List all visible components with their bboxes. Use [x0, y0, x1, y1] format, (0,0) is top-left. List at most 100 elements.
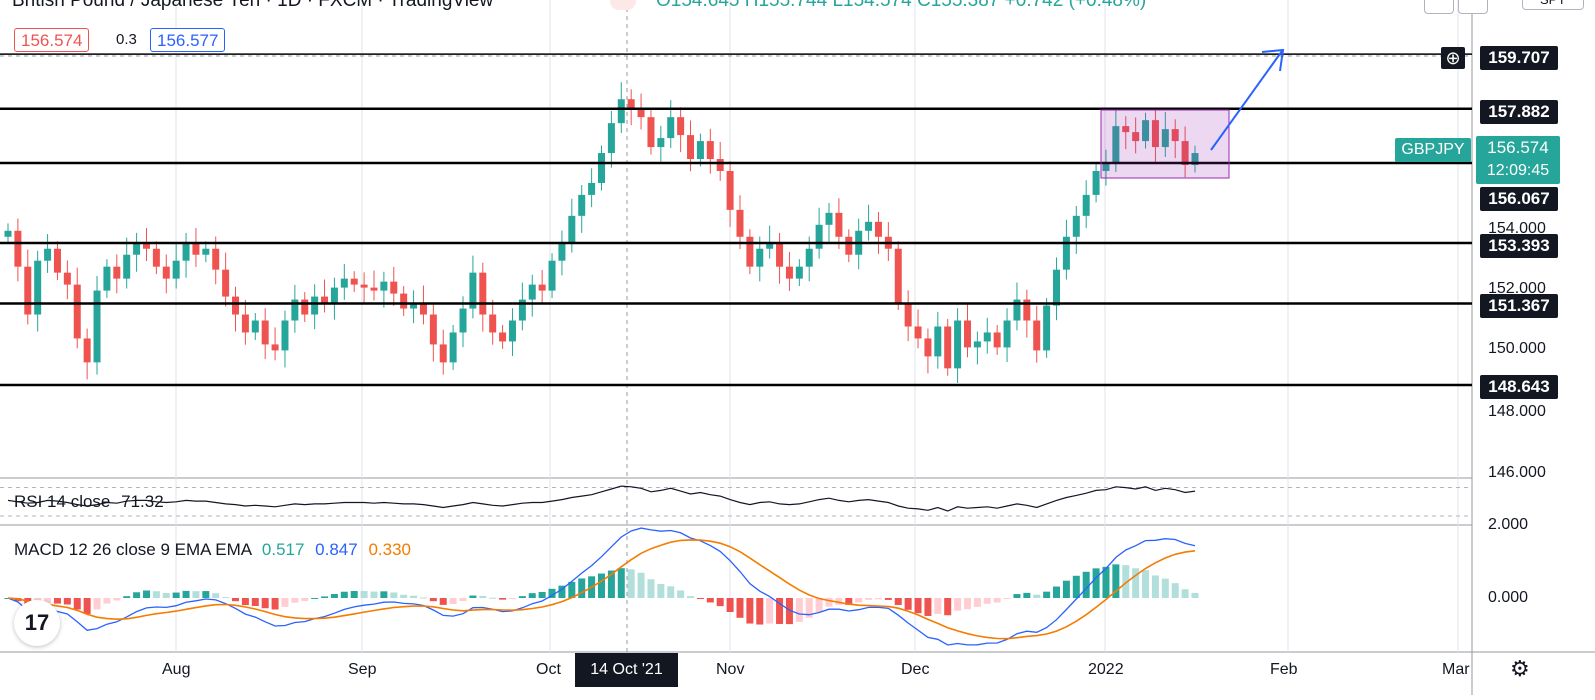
macd-legend[interactable]: MACD 12 26 close 9 EMA EMA 0.517 0.847 0… [14, 540, 411, 560]
macd-line [7, 527, 1196, 646]
candle-body [637, 108, 645, 118]
candle-body [291, 299, 299, 321]
macd-histogram-bar [746, 598, 754, 624]
candle-body [1191, 153, 1199, 166]
candle-body [1102, 162, 1110, 171]
macd-histogram-bar [825, 598, 833, 607]
candle-body [973, 341, 981, 348]
macd-histogram-bar [904, 598, 912, 610]
macd-signal-value: 0.330 [368, 540, 411, 559]
candle-body [1142, 120, 1150, 142]
candle-body [1003, 320, 1011, 348]
level-label-159707[interactable]: 159.707 [1480, 46, 1558, 70]
candle-body [449, 332, 457, 363]
candle-body [103, 266, 111, 291]
candle-body [805, 248, 813, 267]
symbol-compare-button[interactable]: SPY [1522, 0, 1584, 10]
candle-body [1112, 126, 1120, 163]
time-label: 2022 [1088, 661, 1124, 678]
candle-body [518, 299, 526, 321]
macd-histogram-bar [241, 598, 249, 606]
macd-histogram-bar [1023, 592, 1031, 598]
candle-body [1072, 215, 1080, 237]
level-label-151367[interactable]: 151.367 [1480, 294, 1558, 318]
candle-body [1043, 305, 1051, 351]
candle-body [281, 320, 289, 351]
macd-histogram-bar [271, 598, 279, 610]
macd-histogram-bar [795, 598, 803, 622]
candle-body [172, 260, 180, 279]
candle-body [419, 302, 427, 315]
candle-body [73, 284, 81, 339]
candle-body [766, 242, 774, 249]
candle-body [1013, 299, 1021, 321]
macd-histogram-bar [93, 598, 101, 610]
macd-line-value: 0.847 [315, 540, 358, 559]
level-label-157882[interactable]: 157.882 [1480, 100, 1558, 124]
time-label: Feb [1270, 661, 1298, 678]
level-label-148643[interactable]: 148.643 [1480, 375, 1558, 399]
macd-histogram-bar [696, 598, 704, 599]
candle-body [162, 266, 170, 279]
macd-histogram-bar [835, 598, 843, 605]
level-label-153393[interactable]: 153.393 [1480, 234, 1558, 258]
candle-body [133, 242, 141, 255]
macd-histogram-bar [944, 598, 952, 616]
macd-histogram-bar [479, 595, 487, 598]
candle-body [222, 269, 230, 297]
macd-histogram-bar [687, 596, 695, 598]
candle-body [1092, 170, 1100, 195]
macd-histogram-bar [44, 598, 52, 604]
macd-histogram-bar [1092, 568, 1100, 598]
candle-body [1053, 269, 1061, 306]
buy-price-button[interactable]: 156.577 [150, 28, 226, 52]
rsi-legend[interactable]: RSI 14 close 71.32 [14, 492, 164, 512]
candle-body [568, 215, 576, 243]
candle-body [934, 326, 942, 357]
macd-histogram-bar [261, 598, 269, 609]
candle-body [1033, 320, 1041, 351]
price-tick: 146.000 [1488, 464, 1546, 481]
time-label: Nov [716, 661, 745, 678]
candle-body [716, 159, 724, 171]
add-alert-plus-icon[interactable]: ⊕ [1441, 47, 1465, 69]
candle-body [311, 296, 319, 315]
macd-histogram-bar [954, 598, 962, 611]
macd-histogram-bar [973, 598, 981, 607]
snapshot-icon[interactable] [1424, 0, 1454, 14]
macd-histogram-bar [578, 578, 586, 598]
candle-body [330, 287, 338, 303]
level-label-156067[interactable]: 156.067 [1480, 187, 1558, 211]
candle-body [202, 248, 210, 255]
candle-body [993, 332, 1001, 348]
candle-body [44, 248, 52, 261]
candle-body [815, 224, 823, 249]
candle-body [776, 242, 784, 267]
macd-histogram-bar [113, 598, 121, 601]
macd-histogram-bar [192, 591, 200, 598]
candle-body [261, 320, 269, 345]
macd-histogram-bar [607, 570, 615, 598]
candle-body [350, 278, 358, 285]
candle-body [874, 221, 882, 237]
candle-body [469, 272, 477, 309]
macd-histogram-bar [222, 597, 230, 599]
settings-gear-icon[interactable]: ⚙ [1510, 656, 1530, 681]
candle-body [410, 302, 418, 309]
sell-price-button[interactable]: 156.574 [14, 28, 90, 52]
candle-body [34, 260, 42, 315]
fullscreen-icon[interactable] [1458, 0, 1488, 14]
macd-label: MACD 12 26 close 9 EMA EMA [14, 540, 252, 559]
tradingview-logo-icon[interactable]: 17 [14, 600, 60, 646]
candle-body [83, 338, 91, 363]
macd-histogram-bar [845, 598, 853, 605]
market-status-icon[interactable] [610, 0, 636, 10]
macd-histogram-bar [776, 598, 784, 624]
candle-body [232, 296, 240, 315]
macd-histogram-bar [172, 592, 180, 598]
candle-body [736, 209, 744, 237]
macd-histogram-bar [103, 598, 111, 604]
time-label: Dec [901, 661, 930, 678]
